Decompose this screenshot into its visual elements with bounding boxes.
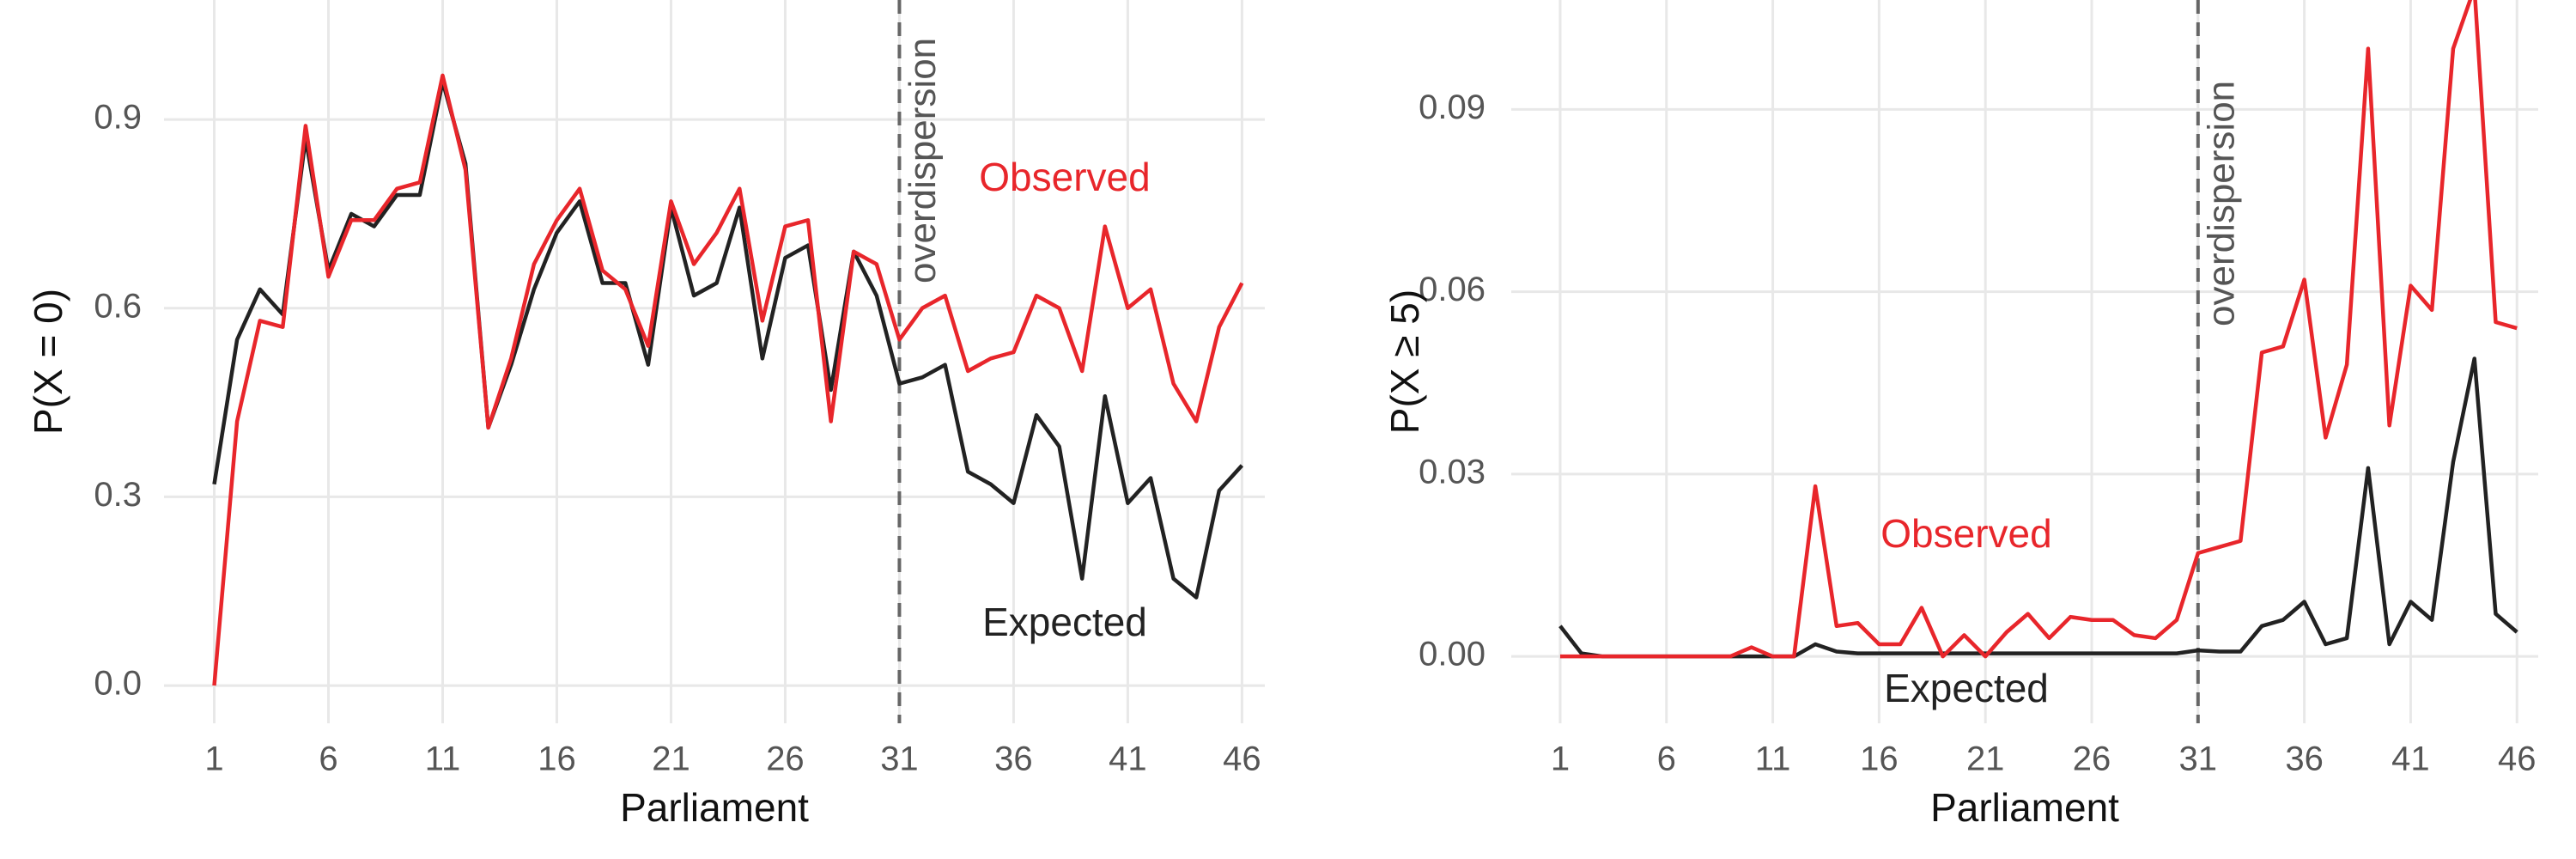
x-axis-title: Parliament <box>1930 785 2119 830</box>
y-tick-label: 0.3 <box>94 476 142 514</box>
x-tick-label: 41 <box>2391 740 2430 778</box>
y-tick-label: 0.03 <box>1419 453 1485 490</box>
x-tick-label: 36 <box>2285 740 2324 778</box>
series-label: Observed <box>1880 511 2051 556</box>
x-tick-label: 16 <box>538 740 576 778</box>
x-tick-label: 1 <box>204 740 223 778</box>
plot-lines <box>1558 0 2518 659</box>
x-tick-label: 26 <box>766 740 805 778</box>
x-tick-label: 21 <box>652 740 690 778</box>
y-axis-title: P(X = 0) <box>26 289 70 435</box>
reference-label: overdispersion <box>902 38 944 283</box>
x-tick-label: 31 <box>880 740 919 778</box>
reference-label: overdispersion <box>2200 81 2242 326</box>
x-axis-title: Parliament <box>620 785 809 830</box>
x-tick-label: 26 <box>2073 740 2111 778</box>
series-line <box>212 79 1244 600</box>
x-tick-label: 36 <box>994 740 1033 778</box>
y-tick-label: 0.6 <box>94 287 142 325</box>
plot-background <box>1511 0 2538 723</box>
y-tick-label: 0.06 <box>1419 271 1485 308</box>
x-tick-label: 11 <box>425 740 461 778</box>
series-line <box>1559 0 2518 659</box>
y-tick-label: 0.9 <box>94 99 142 137</box>
x-tick-label: 46 <box>1223 740 1261 778</box>
x-tick-label: 6 <box>319 740 337 778</box>
x-tick-label: 1 <box>1551 740 1570 778</box>
plot-lines <box>212 73 1244 686</box>
x-tick-label: 31 <box>2179 740 2218 778</box>
x-tick-label: 41 <box>1109 740 1147 778</box>
x-tick-label: 46 <box>2498 740 2537 778</box>
series-label: Expected <box>982 600 1147 644</box>
y-axis-title: P(X ≥ 5) <box>1382 289 1427 434</box>
x-tick-label: 21 <box>1966 740 2005 778</box>
y-tick-label: 0.00 <box>1419 636 1485 673</box>
y-tick-label: 0.0 <box>94 665 142 703</box>
series-label: Observed <box>979 155 1150 199</box>
series-line <box>212 73 1244 686</box>
x-tick-label: 11 <box>1755 740 1791 778</box>
series-label: Expected <box>1884 666 2049 710</box>
x-tick-label: 6 <box>1657 740 1676 778</box>
x-tick-label: 16 <box>1860 740 1899 778</box>
y-tick-label: 0.09 <box>1419 88 1485 126</box>
